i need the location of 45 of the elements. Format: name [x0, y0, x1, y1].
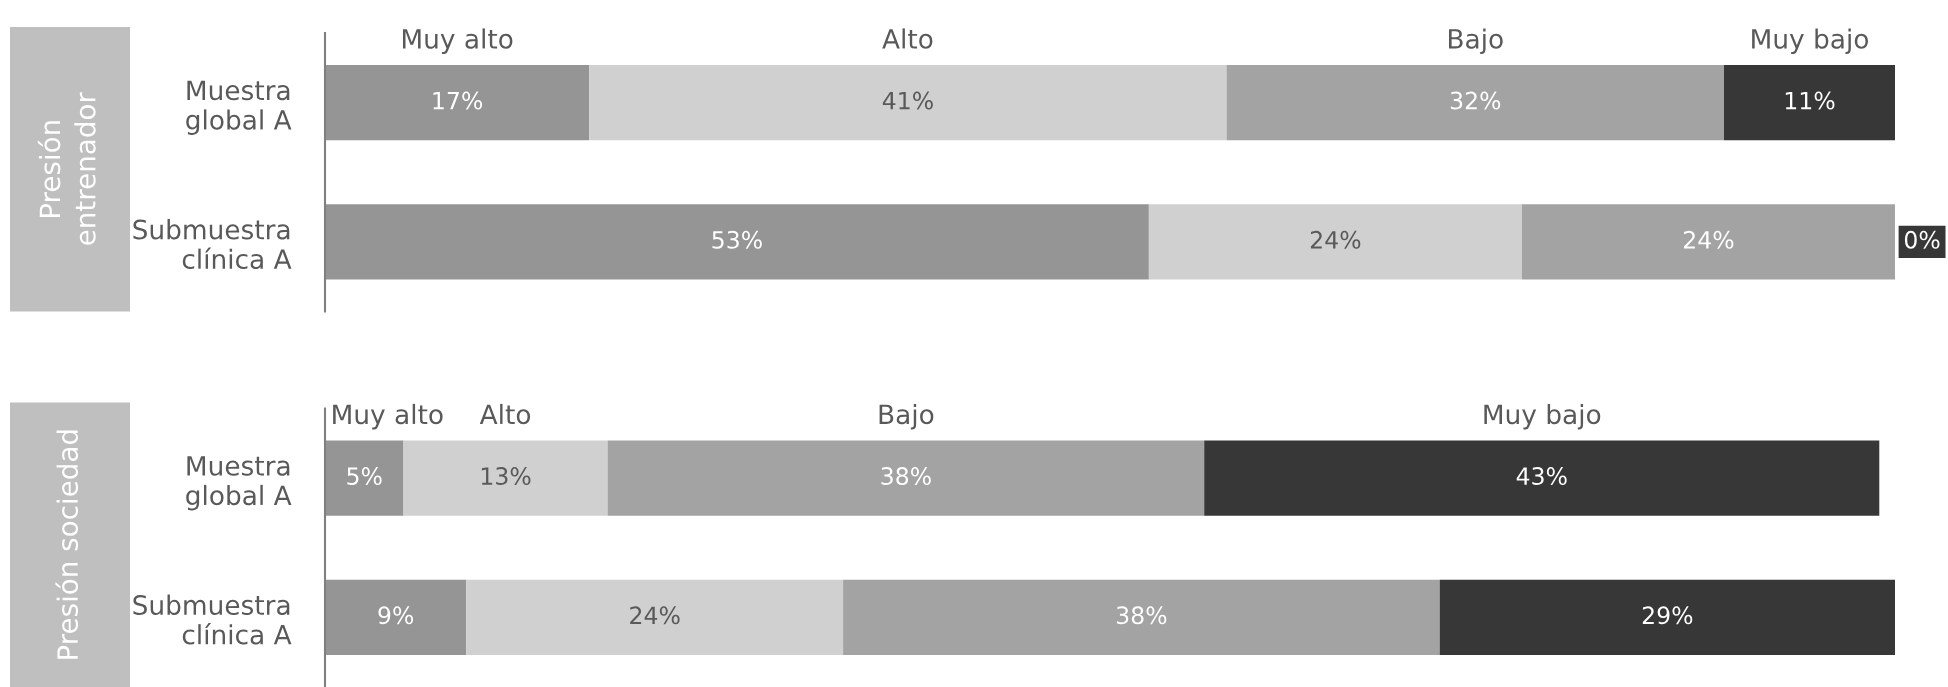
series-label: Muy alto	[333, 403, 443, 430]
bar	[607, 440, 1205, 516]
series-label: Muy alto	[402, 28, 513, 54]
bar	[843, 579, 1440, 655]
data-label: 11%	[1785, 91, 1835, 110]
data-label: 38%	[881, 467, 931, 485]
data-label: 29%	[1642, 606, 1693, 625]
bar	[403, 440, 608, 516]
data-label: 9%	[378, 606, 414, 625]
data-label: 38%	[1116, 606, 1167, 625]
y-tick-label: Muestra global A	[186, 80, 292, 135]
data-label: 0%	[1904, 230, 1940, 249]
series-label: Muy bajo	[1484, 403, 1601, 430]
data-label: 17%	[433, 91, 483, 110]
y-axis-title: Presión sociedad	[55, 430, 79, 659]
series-label: Alto	[882, 28, 933, 49]
series-label: Alto	[479, 403, 531, 425]
data-label: 41%	[882, 91, 933, 110]
series-label: Bajo	[879, 403, 934, 430]
data-label: 32%	[1450, 91, 1501, 110]
data-label: 24%	[1683, 230, 1734, 249]
bar	[1148, 204, 1522, 280]
bar	[325, 204, 1149, 280]
data-label: 24%	[630, 606, 680, 625]
bar	[325, 440, 404, 516]
bar	[325, 579, 467, 655]
bar	[1226, 65, 1725, 141]
y-tick-label: Submuestra clínica A	[133, 219, 292, 270]
data-label: 24%	[1310, 230, 1361, 249]
series-label: Muy bajo	[1752, 28, 1869, 54]
y-tick-label: Submuestra clínica A	[133, 594, 292, 645]
data-label: 43%	[1516, 467, 1567, 485]
bar	[466, 579, 844, 655]
bar	[325, 65, 590, 141]
bar	[1204, 440, 1880, 516]
bar	[1439, 579, 1895, 655]
bar	[1521, 204, 1895, 280]
data-label: 53%	[712, 230, 762, 249]
bar	[589, 65, 1227, 141]
data-label: 13%	[481, 467, 531, 485]
y-tick-label: Muestra global A	[186, 456, 292, 511]
data-label: 5%	[347, 467, 382, 485]
series-label: Bajo	[1449, 28, 1503, 54]
bar	[1724, 65, 1895, 141]
y-axis-title: Presión entrenador	[37, 92, 96, 245]
